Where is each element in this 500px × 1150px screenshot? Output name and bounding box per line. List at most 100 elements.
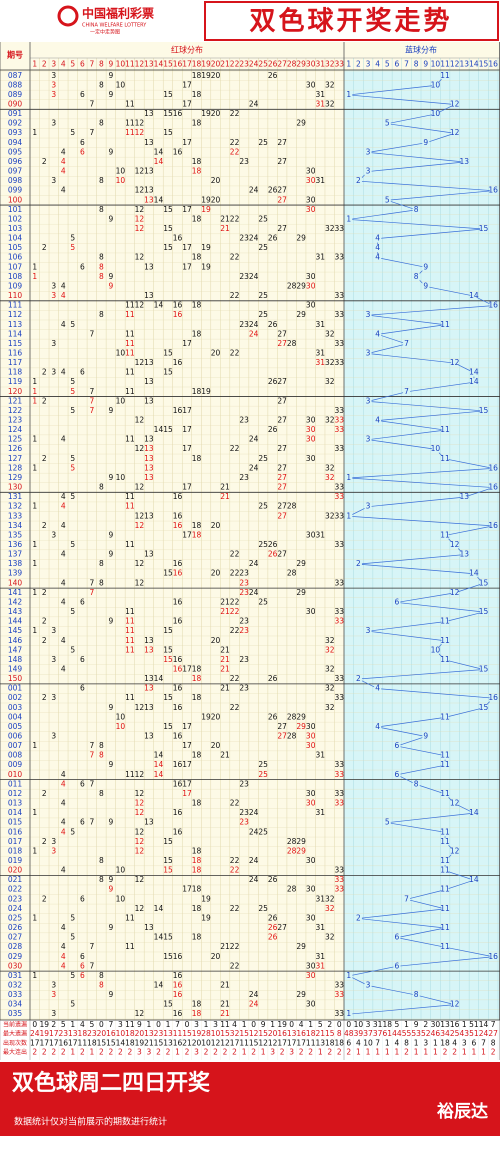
- red-ball: 8: [99, 741, 104, 750]
- red-ball: 23: [239, 578, 249, 587]
- red-ball: 6: [80, 90, 85, 99]
- blue-ball: 1: [346, 473, 351, 482]
- footer-note: 数据统计仅对当前展示的期数进行统计: [14, 1116, 167, 1128]
- red-ball: 33: [334, 406, 344, 415]
- blue-ball: 13: [460, 550, 470, 559]
- red-ball: 28: [287, 846, 297, 855]
- blue-cell-bg: [364, 502, 372, 511]
- red-ball: 23: [239, 779, 249, 788]
- red-ball: 23: [239, 655, 249, 664]
- period: 130: [8, 483, 23, 492]
- period: 029: [8, 952, 23, 961]
- red-ball: 2: [42, 521, 47, 530]
- red-ball: 22: [230, 799, 240, 808]
- red-ball: 22: [230, 291, 240, 300]
- red-col-num: 28: [287, 60, 297, 69]
- red-ball: 24: [249, 875, 259, 884]
- red-ball: 17: [182, 722, 192, 731]
- red-ball: 24: [249, 559, 259, 568]
- blue-ball: 15: [479, 578, 489, 587]
- red-ball: 21: [220, 597, 230, 606]
- red-ball: 23: [239, 808, 249, 817]
- red-ball: 8: [99, 119, 104, 128]
- red-ball: 22: [230, 550, 240, 559]
- period: 025: [8, 913, 23, 922]
- stats-bg: [0, 1020, 500, 1061]
- red-ball: 20: [211, 195, 221, 204]
- red-ball: 13: [144, 444, 154, 453]
- red-ball: 16: [173, 569, 183, 578]
- blue-ball: 9: [423, 732, 428, 741]
- blue-ball: 15: [479, 664, 489, 673]
- red-ball: 30: [306, 732, 316, 741]
- red-ball: 4: [61, 167, 66, 176]
- stat-blue: 6: [472, 1038, 477, 1047]
- blue-ball: 11: [440, 617, 450, 626]
- stat-blue: 44: [392, 1029, 402, 1038]
- red-ball: 8: [99, 483, 104, 492]
- red-ball: 4: [61, 291, 66, 300]
- stat-red: 10: [116, 1029, 126, 1038]
- red-ball: 20: [211, 712, 221, 721]
- stat-red: 19: [39, 1020, 49, 1029]
- red-ball: 29: [296, 119, 306, 128]
- red-ball: 31: [315, 952, 325, 961]
- red-ball: 1: [32, 387, 37, 396]
- red-ball: 15: [163, 90, 173, 99]
- red-ball: 25: [258, 310, 268, 319]
- red-ball: 27: [277, 329, 287, 338]
- blue-cell-bg: [489, 952, 497, 961]
- stat-label: 最大连出: [3, 1048, 27, 1056]
- red-ball: 29: [296, 722, 306, 731]
- red-ball: 19: [201, 71, 211, 80]
- red-ball: 11: [125, 435, 135, 444]
- red-ball: 6: [80, 952, 85, 961]
- red-ball: 15: [163, 569, 173, 578]
- blue-cell-bg: [470, 368, 478, 377]
- stat-red: 15: [97, 1038, 107, 1047]
- red-ball: 25: [258, 540, 268, 549]
- red-ball: 6: [80, 779, 85, 788]
- blue-cell-bg: [364, 435, 372, 444]
- red-ball: 22: [230, 607, 240, 616]
- blue-ball: 3: [366, 626, 371, 635]
- red-ball: 29: [296, 846, 306, 855]
- red-ball: 22: [230, 214, 240, 223]
- red-ball: 15: [163, 866, 173, 875]
- red-ball: 14: [154, 770, 164, 779]
- red-ball: 30: [306, 435, 316, 444]
- blue-cell-bg: [451, 799, 459, 808]
- blue-ball: 11: [440, 942, 450, 951]
- period: 030: [8, 961, 23, 970]
- red-ball: 33: [334, 617, 344, 626]
- red-ball: 32: [325, 463, 335, 472]
- period: 100: [8, 195, 23, 204]
- red-ball: 32: [325, 894, 335, 903]
- red-ball: 21: [220, 492, 230, 501]
- red-ball: 4: [61, 147, 66, 156]
- stat-red: 1: [70, 1020, 75, 1029]
- red-ball: 1: [32, 971, 37, 980]
- red-ball: 22: [230, 904, 240, 913]
- red-ball: 26: [268, 923, 278, 932]
- blue-ball: 8: [414, 272, 419, 281]
- blue-ball: 11: [440, 454, 450, 463]
- stat-blue: 1: [472, 1048, 477, 1057]
- red-ball: 32: [325, 358, 335, 367]
- red-ball: 17: [182, 138, 192, 147]
- period: 126: [8, 444, 23, 453]
- red-ball: 18: [192, 674, 202, 683]
- red-ball: 31: [315, 961, 325, 970]
- blue-cell-bg: [441, 636, 449, 645]
- period: 014: [8, 808, 23, 817]
- stat-label: 最大遗漏: [3, 1030, 27, 1038]
- period: 101: [8, 205, 23, 214]
- stat-red: 15: [220, 1029, 230, 1038]
- blue-ball: 1: [346, 511, 351, 520]
- red-ball: 33: [334, 310, 344, 319]
- blue-cell-bg: [480, 665, 488, 674]
- red-ball: 15: [163, 645, 173, 654]
- period: 105: [8, 243, 23, 252]
- stat-red: 0: [32, 1020, 37, 1029]
- red-ball: 10: [116, 473, 126, 482]
